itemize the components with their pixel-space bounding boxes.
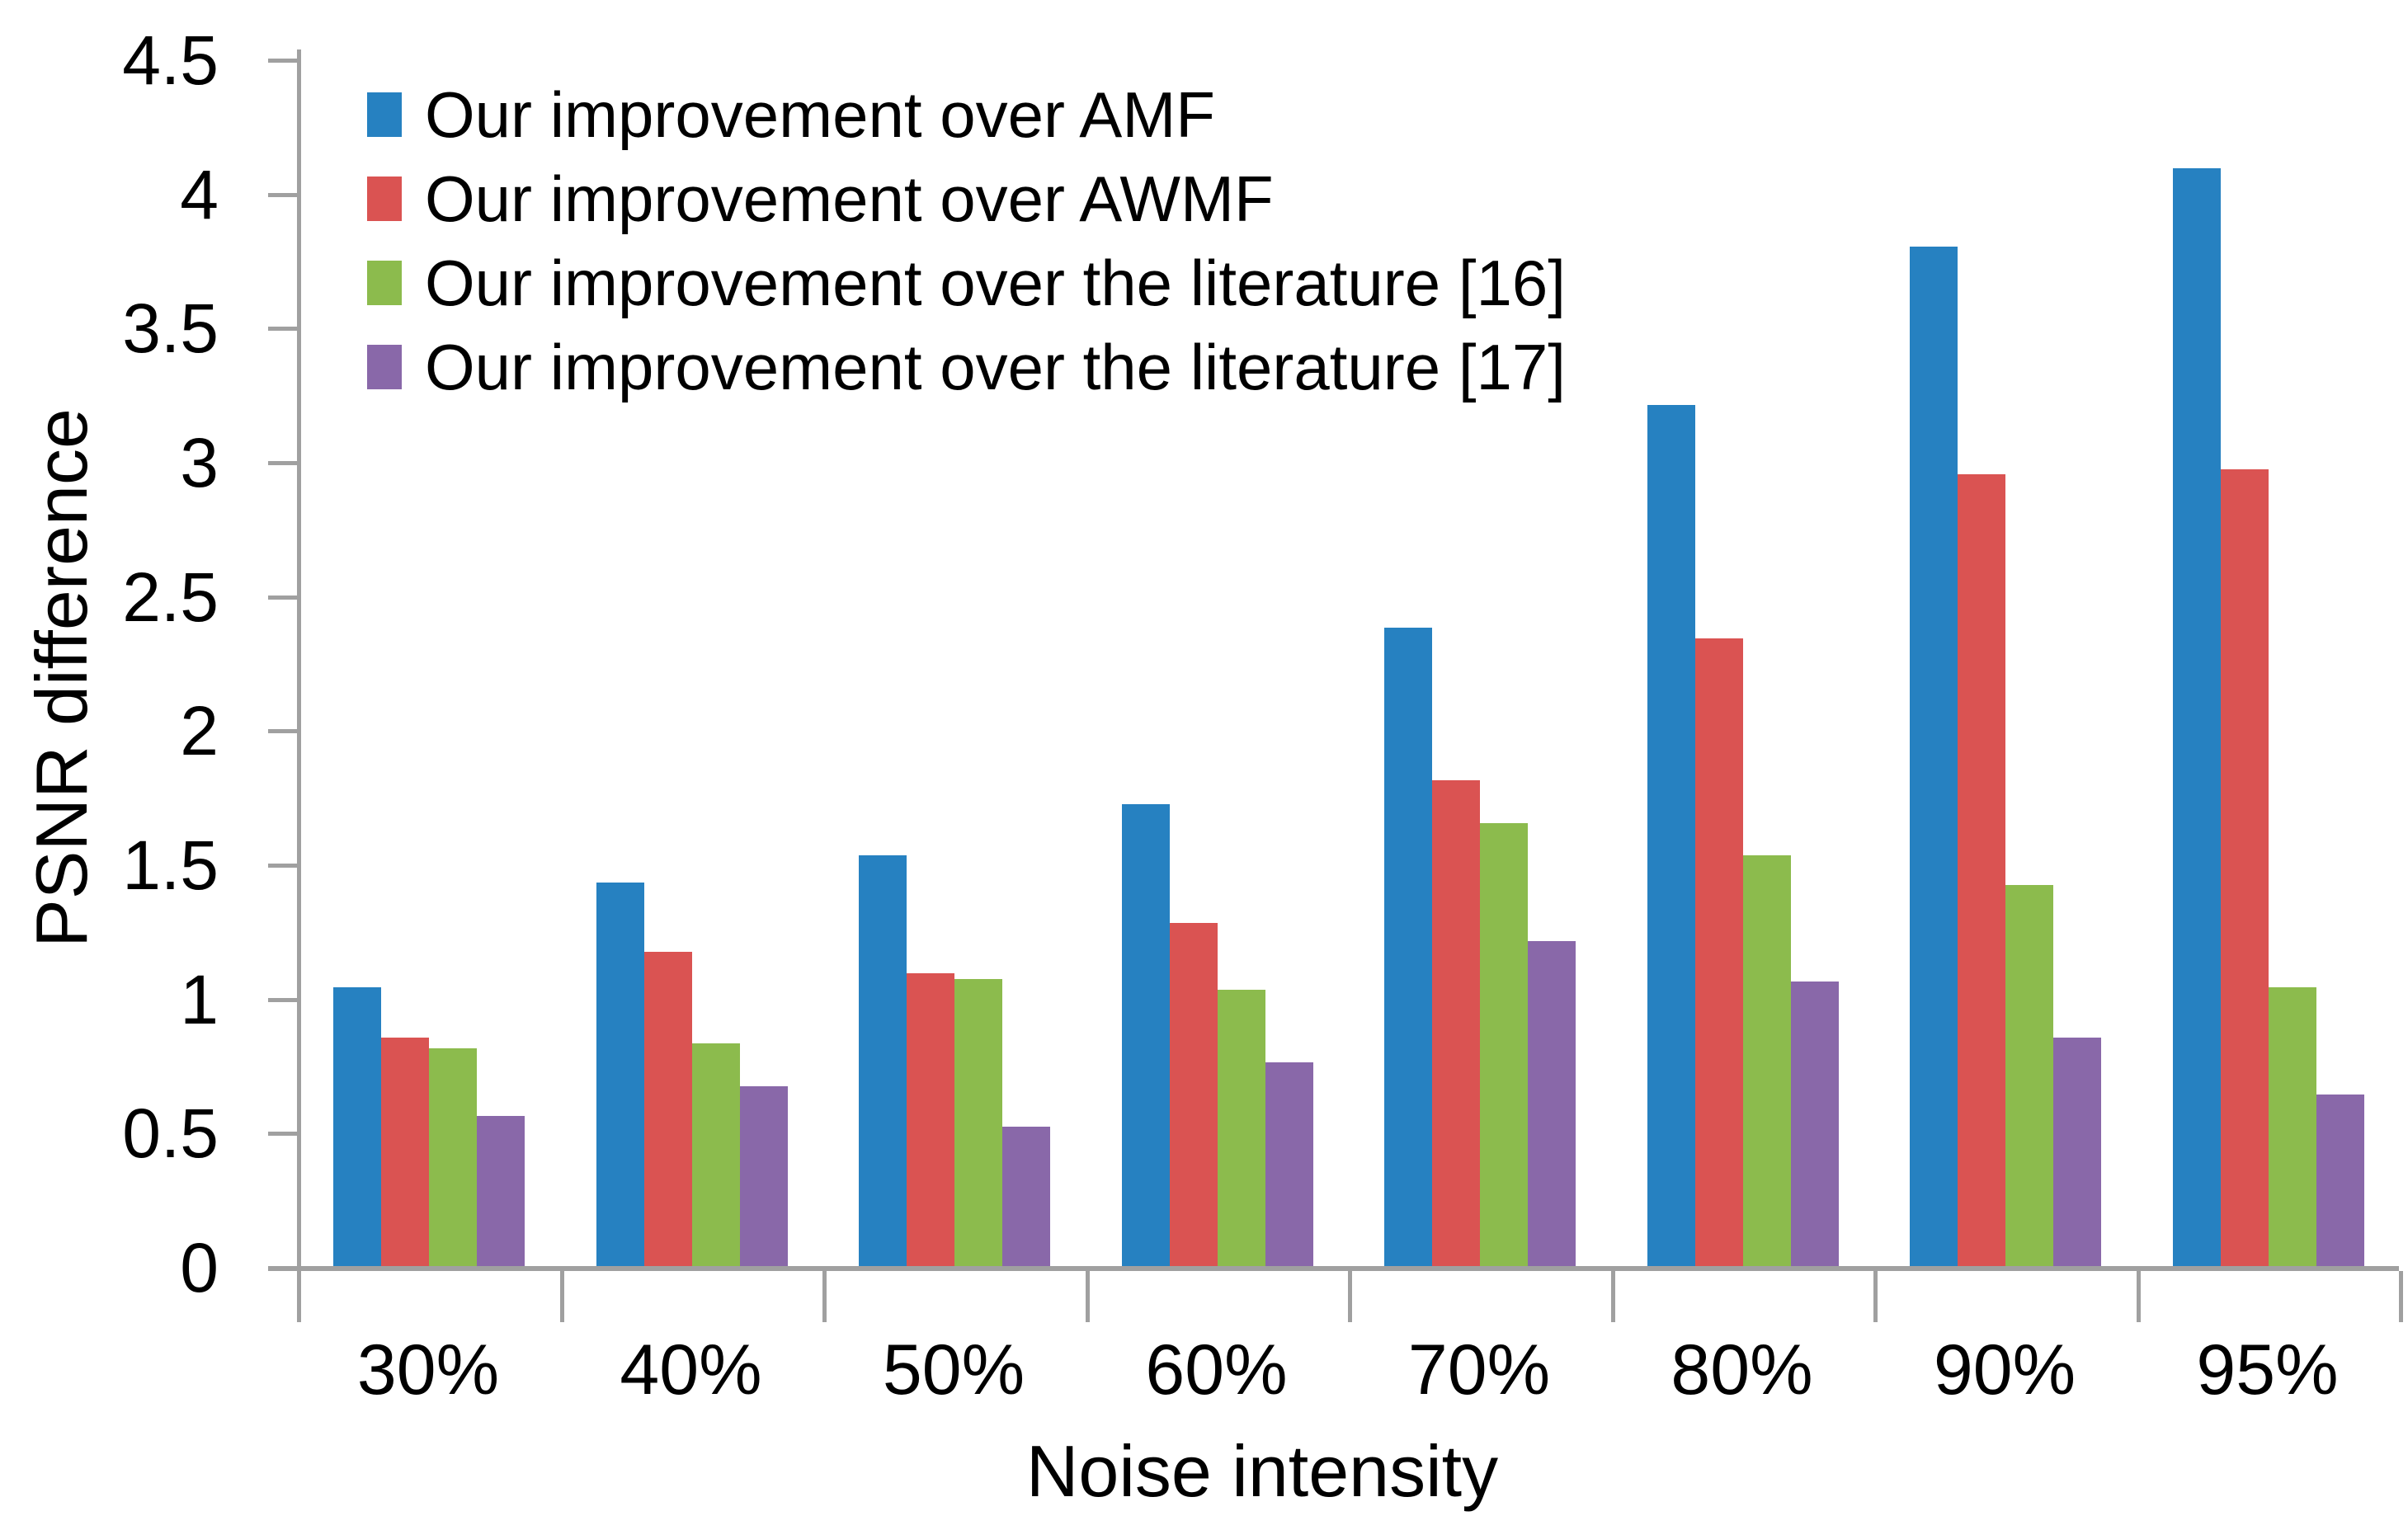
bar: [1002, 1126, 1050, 1266]
bar: [1217, 989, 1265, 1266]
bar: [1910, 246, 1958, 1266]
legend-swatch-icon: [367, 177, 402, 221]
y-tick-label: 1: [180, 960, 219, 1038]
y-tick-label: 2.5: [122, 558, 219, 636]
y-tick: [268, 192, 297, 197]
bar: [1790, 982, 1839, 1266]
bar: [2220, 468, 2269, 1266]
y-tick-label: 3.5: [122, 290, 219, 368]
bar: [691, 1043, 740, 1266]
x-tick: [1610, 1271, 1615, 1322]
y-tick-label: 2: [180, 692, 219, 770]
legend-label: Our improvement over AMF: [425, 78, 1215, 151]
bar: [2053, 1038, 2101, 1266]
bar: [1384, 627, 1432, 1266]
bar: [954, 978, 1002, 1266]
bar: [1742, 855, 1791, 1266]
bar: [596, 882, 644, 1266]
bar: [429, 1048, 477, 1266]
x-tick-label: 70%: [1407, 1330, 1551, 1410]
y-axis-title: PSNR difference: [21, 408, 102, 948]
y-tick-label: 3: [180, 424, 219, 501]
legend-swatch-icon: [367, 92, 402, 137]
y-tick-label: 1.5: [122, 826, 219, 904]
y-tick-label: 4: [180, 155, 219, 233]
y-tick-label: 0.5: [122, 1095, 219, 1173]
x-tick-label: 90%: [1933, 1330, 2076, 1410]
legend-item: Our improvement over AWMF: [367, 157, 1566, 241]
bar: [2316, 1094, 2364, 1266]
legend: Our improvement over AMF Our improvement …: [367, 73, 1566, 409]
bar: [1528, 941, 1576, 1266]
x-tick: [822, 1271, 827, 1322]
y-tick: [268, 59, 297, 63]
legend-item: Our improvement over the literature [17]: [367, 325, 1566, 409]
bar: [333, 986, 381, 1266]
bar: [2172, 168, 2221, 1266]
x-tick: [2399, 1271, 2403, 1322]
bar: [1265, 1062, 1313, 1266]
bar: [1432, 780, 1480, 1266]
y-tick: [268, 729, 297, 734]
y-tick: [268, 997, 297, 1002]
legend-label: Our improvement over the literature [17]: [425, 331, 1566, 403]
legend-swatch-icon: [367, 345, 402, 389]
y-tick: [268, 461, 297, 465]
bar: [739, 1086, 788, 1266]
x-tick: [1348, 1271, 1352, 1322]
legend-item: Our improvement over the literature [16]: [367, 241, 1566, 325]
x-axis-line: [268, 1266, 2399, 1271]
bar: [477, 1115, 525, 1266]
x-tick-label: 30%: [356, 1330, 500, 1410]
bar: [2005, 885, 2053, 1266]
bar: [907, 973, 954, 1266]
x-tick: [1085, 1271, 1090, 1322]
legend-label: Our improvement over AWMF: [425, 162, 1274, 235]
bar: [1647, 404, 1695, 1266]
bar: [2268, 986, 2316, 1266]
y-tick: [268, 327, 297, 332]
y-tick: [268, 1266, 297, 1270]
bar: [1480, 823, 1528, 1266]
bar: [1121, 804, 1170, 1266]
x-axis-title: Noise intensity: [1025, 1430, 1499, 1512]
bar: [643, 952, 692, 1266]
y-axis-line: [297, 49, 301, 1271]
bar: [1694, 638, 1743, 1266]
x-tick-label: 95%: [2196, 1330, 2339, 1410]
bar: [1958, 474, 2005, 1266]
x-tick-label: 50%: [882, 1330, 1025, 1410]
y-tick-label: 4.5: [122, 21, 219, 99]
legend-label: Our improvement over the literature [16]: [425, 247, 1566, 319]
x-tick-label: 80%: [1671, 1330, 1813, 1410]
x-tick: [297, 1271, 301, 1322]
bar: [381, 1038, 429, 1266]
y-tick: [268, 595, 297, 600]
x-tick-label: 60%: [1145, 1330, 1288, 1410]
y-tick: [268, 1132, 297, 1137]
legend-item: Our improvement over AMF: [367, 73, 1566, 157]
y-tick-label: 0: [180, 1229, 219, 1306]
legend-swatch-icon: [367, 261, 402, 305]
bar: [859, 855, 907, 1266]
x-tick: [2136, 1271, 2141, 1322]
x-tick-label: 40%: [620, 1330, 762, 1410]
bar: [1169, 922, 1218, 1266]
x-tick: [1873, 1271, 1878, 1322]
x-tick: [559, 1271, 564, 1322]
y-tick: [268, 864, 297, 868]
